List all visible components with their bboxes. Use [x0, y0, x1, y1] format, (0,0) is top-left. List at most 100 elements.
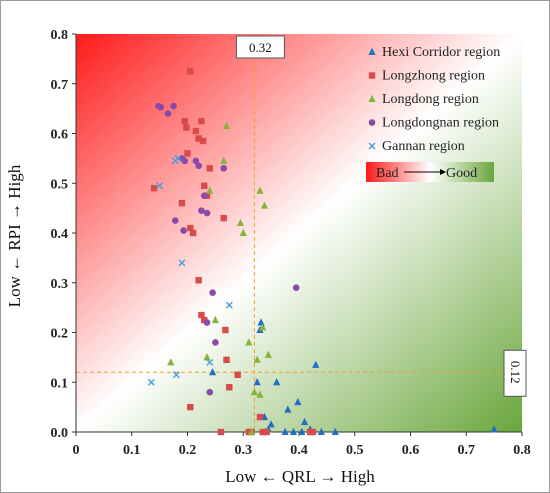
- plot-background: [76, 34, 522, 432]
- data-point: [217, 428, 225, 436]
- data-point: [331, 427, 339, 435]
- data-point: [198, 207, 205, 214]
- x-tick-label: 0.4: [290, 443, 308, 458]
- legend-item: Longzhong region: [368, 69, 485, 84]
- data-point: [309, 428, 317, 436]
- data-point: [212, 339, 219, 346]
- legend-label: Longzhong region: [382, 69, 485, 84]
- legend-label: Longdongnan region: [382, 116, 499, 131]
- threshold-label-text: 0.12: [508, 361, 523, 384]
- data-point: [294, 397, 302, 406]
- data-point: [157, 103, 165, 111]
- x-tick-label: 0.2: [179, 443, 197, 458]
- data-point: [223, 356, 230, 364]
- legend-item: Longdongnan region: [368, 116, 499, 131]
- data-point: [248, 427, 256, 435]
- data-point: [234, 371, 241, 378]
- data-point: [198, 311, 205, 319]
- data-points: [147, 68, 498, 436]
- data-point: [150, 185, 158, 192]
- data-point: [206, 165, 213, 172]
- legend-marker: [368, 47, 376, 55]
- data-point: [273, 378, 281, 386]
- data-point: [211, 315, 219, 324]
- data-point: [201, 182, 208, 189]
- data-point: [298, 427, 306, 435]
- data-point: [156, 182, 164, 190]
- data-point: [250, 388, 258, 396]
- data-point: [225, 301, 233, 309]
- x-tick-label: 0: [73, 443, 80, 458]
- series-gannan-region: [147, 154, 233, 386]
- data-point: [260, 201, 269, 209]
- x-tick-label: 0.5: [346, 443, 364, 458]
- data-point: [195, 162, 202, 170]
- data-point: [245, 338, 253, 346]
- data-point: [222, 326, 229, 334]
- data-point: [312, 360, 320, 368]
- y-tick-label: 0.7: [51, 78, 69, 93]
- x-marker-stroke: [147, 378, 155, 386]
- x-marker-stroke: [172, 371, 180, 379]
- series-longdongnan-region: [155, 102, 300, 396]
- data-point: [206, 358, 214, 366]
- x-marker-stroke: [206, 358, 214, 366]
- x-tick-label: 0.7: [458, 443, 476, 458]
- x-tick-label: 0.1: [123, 443, 141, 458]
- data-point: [192, 157, 200, 165]
- data-point: [289, 427, 298, 435]
- data-point: [263, 428, 270, 436]
- data-point: [284, 405, 292, 413]
- data-point: [184, 150, 191, 157]
- reference-lines: 0.32 0.12: [76, 34, 527, 432]
- data-point: [220, 156, 228, 164]
- data-point: [170, 102, 177, 110]
- data-point: [147, 378, 155, 386]
- data-point: [183, 124, 190, 131]
- data-point: [206, 388, 214, 396]
- x-axis-title: Low ← QRL → High: [225, 467, 375, 486]
- data-point: [189, 229, 197, 237]
- x-tick-label: 0.6: [402, 443, 420, 458]
- data-point: [192, 127, 200, 135]
- data-point: [167, 358, 175, 366]
- y-tick-label: 0.4: [51, 227, 69, 242]
- data-point: [199, 137, 207, 145]
- data-point: [256, 413, 264, 421]
- data-point: [187, 224, 194, 232]
- y-tick-label: 0.8: [51, 28, 69, 43]
- y-tick-label: 0.6: [51, 128, 69, 143]
- data-point: [171, 217, 179, 224]
- gradient-key-arrowhead: [440, 169, 446, 175]
- data-point: [178, 199, 186, 207]
- data-point: [236, 218, 245, 227]
- y-axis-title: Low ← RPI → High: [5, 164, 24, 307]
- data-point: [222, 121, 231, 130]
- data-point: [180, 227, 187, 234]
- data-point: [259, 428, 266, 436]
- data-point: [220, 165, 228, 172]
- legend-label: Longdong region: [382, 92, 479, 107]
- data-point: [203, 209, 211, 217]
- data-point: [187, 403, 194, 411]
- x-axis-ticks: 0 0.1 0.2 0.3 0.4 0.5 0.6 0.7 0.8: [73, 432, 531, 458]
- series-longdong-region: [167, 121, 272, 435]
- horizontal-threshold-label: 0.12: [503, 349, 527, 397]
- data-point: [256, 186, 264, 194]
- gradient-key-bad-label: Bad: [376, 166, 399, 181]
- threshold-label-box: [503, 349, 527, 397]
- vertical-threshold-label: 0.32: [235, 35, 285, 59]
- data-point: [198, 117, 205, 125]
- legend-label: Gannan region: [382, 139, 465, 154]
- data-point: [181, 117, 188, 125]
- y-tick-label: 0.5: [51, 177, 69, 192]
- gradient-key: Bad Good: [366, 162, 494, 182]
- data-point: [172, 371, 180, 379]
- legend-marker: [368, 142, 376, 150]
- data-point: [208, 368, 217, 376]
- y-axis-ticks: 0.0 0.1 0.2 0.3 0.4 0.5 0.6 0.7 0.8: [51, 28, 76, 441]
- x-tick-label: 0.8: [513, 443, 531, 458]
- data-point: [206, 186, 214, 194]
- gradient-key-good-label: Good: [446, 166, 477, 181]
